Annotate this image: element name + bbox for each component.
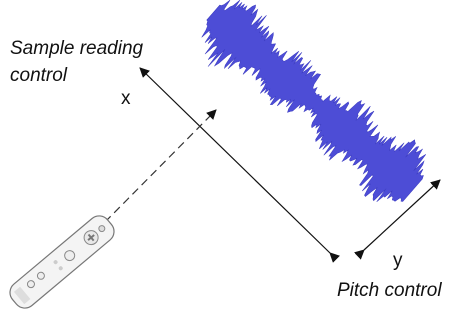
- axis-label: x: [121, 88, 131, 109]
- diagram: Sample reading control x y Pitch control: [0, 0, 469, 320]
- axis-label: y: [393, 250, 403, 271]
- wii-remote: [6, 211, 119, 312]
- waveform: [184, 0, 438, 221]
- pointer-arrow: [105, 110, 216, 222]
- label: control: [10, 65, 68, 86]
- waveform-shape: [184, 0, 438, 221]
- label: Pitch control: [337, 280, 442, 301]
- label: Sample reading: [10, 38, 144, 59]
